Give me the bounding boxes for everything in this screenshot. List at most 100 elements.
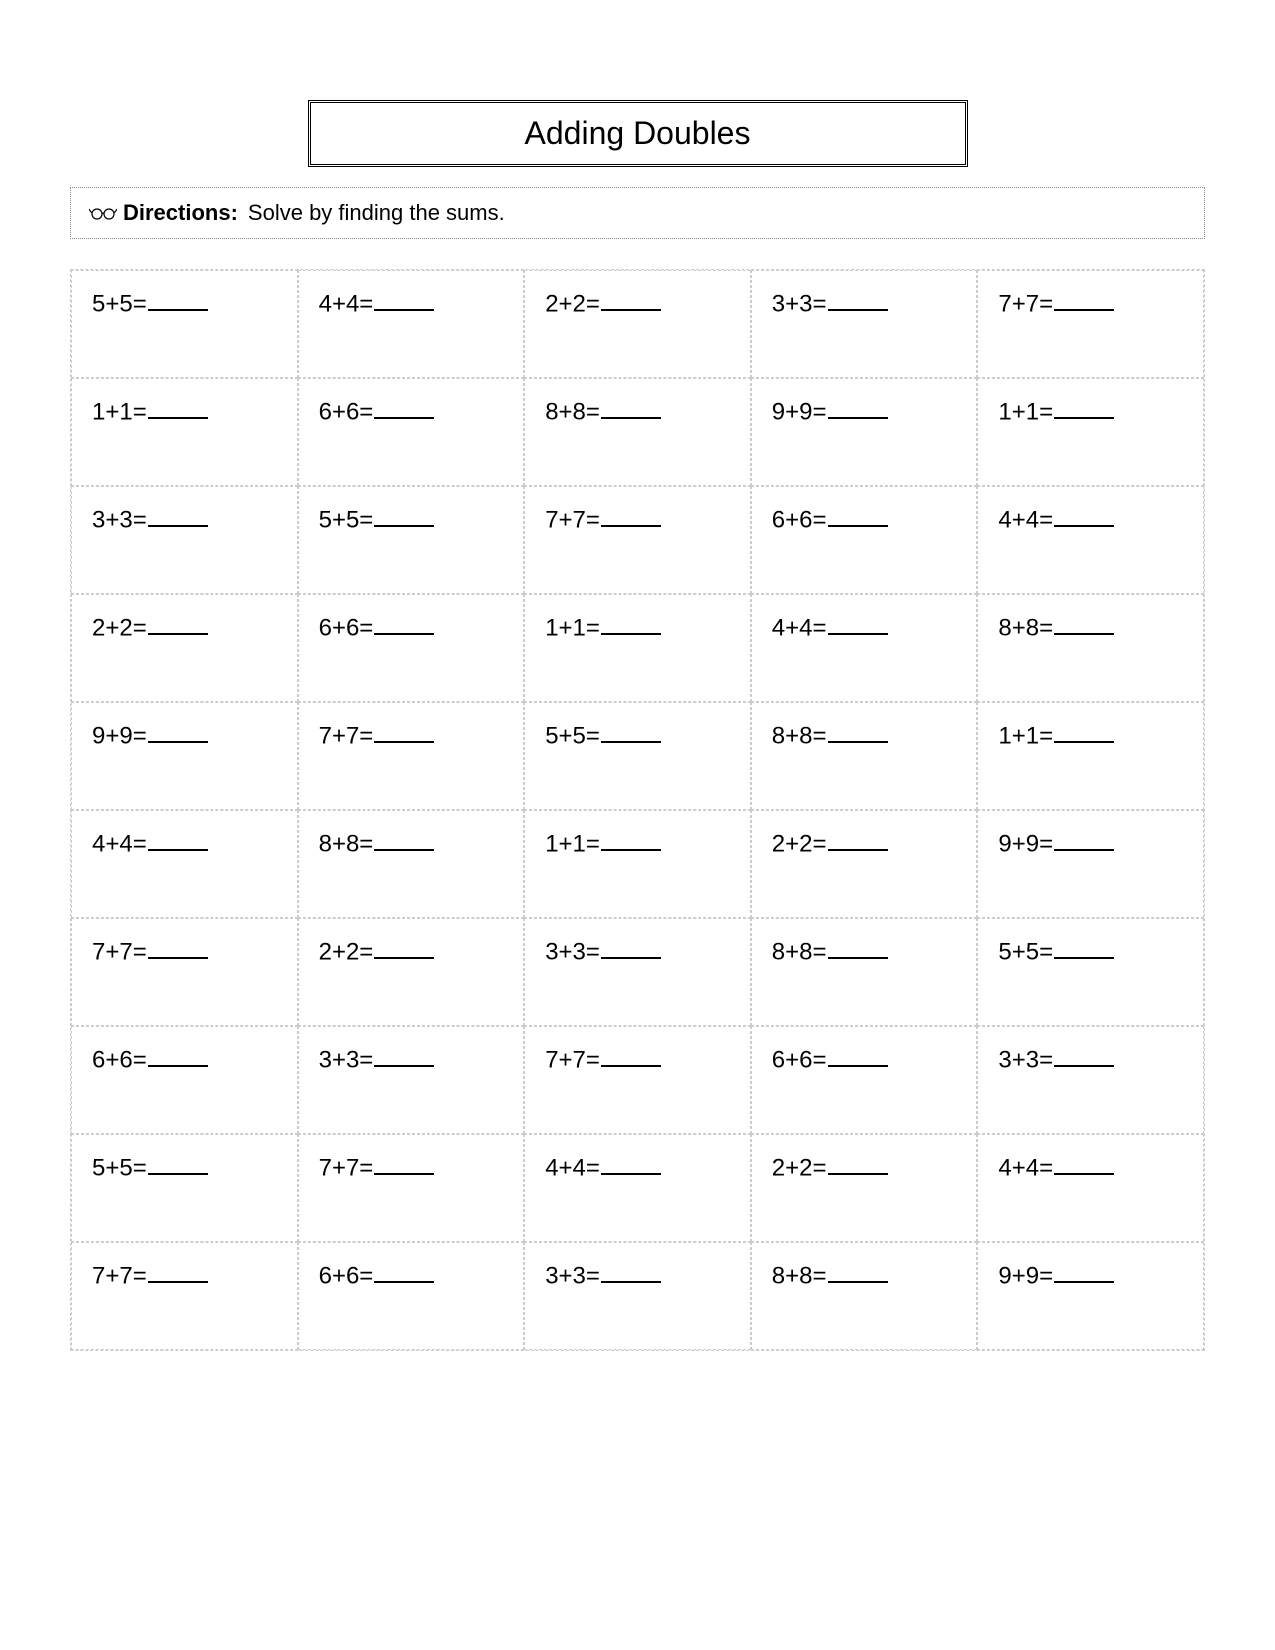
answer-blank[interactable] bbox=[601, 1257, 661, 1283]
answer-blank[interactable] bbox=[374, 933, 434, 959]
answer-blank[interactable] bbox=[828, 609, 888, 635]
problem-cell: 3+3= bbox=[524, 918, 751, 1026]
answer-blank[interactable] bbox=[1054, 825, 1114, 851]
problem-cell: 1+1= bbox=[71, 378, 298, 486]
answer-blank[interactable] bbox=[148, 1149, 208, 1175]
answer-blank[interactable] bbox=[601, 1041, 661, 1067]
answer-blank[interactable] bbox=[1054, 717, 1114, 743]
answer-blank[interactable] bbox=[1054, 1149, 1114, 1175]
answer-blank[interactable] bbox=[1054, 609, 1114, 635]
answer-blank[interactable] bbox=[374, 1257, 434, 1283]
answer-blank[interactable] bbox=[828, 1041, 888, 1067]
problem-cell: 4+4= bbox=[977, 486, 1204, 594]
problem-text: 6+6= bbox=[319, 1257, 435, 1290]
problem-cell: 9+9= bbox=[977, 1242, 1204, 1350]
problem-text: 2+2= bbox=[545, 285, 661, 318]
problem-cell: 7+7= bbox=[298, 702, 525, 810]
problem-cell: 8+8= bbox=[298, 810, 525, 918]
answer-blank[interactable] bbox=[601, 285, 661, 311]
problem-text: 6+6= bbox=[92, 1041, 208, 1074]
problem-cell: 7+7= bbox=[71, 918, 298, 1026]
answer-blank[interactable] bbox=[601, 933, 661, 959]
problem-cell: 7+7= bbox=[524, 1026, 751, 1134]
answer-blank[interactable] bbox=[828, 285, 888, 311]
answer-blank[interactable] bbox=[374, 609, 434, 635]
answer-blank[interactable] bbox=[601, 717, 661, 743]
problem-cell: 4+4= bbox=[977, 1134, 1204, 1242]
problem-text: 6+6= bbox=[319, 393, 435, 426]
problem-cell: 1+1= bbox=[524, 810, 751, 918]
answer-blank[interactable] bbox=[828, 501, 888, 527]
problem-text: 4+4= bbox=[998, 1149, 1114, 1182]
answer-blank[interactable] bbox=[828, 393, 888, 419]
problem-cell: 5+5= bbox=[977, 918, 1204, 1026]
answer-blank[interactable] bbox=[148, 1257, 208, 1283]
answer-blank[interactable] bbox=[601, 501, 661, 527]
answer-blank[interactable] bbox=[1054, 1257, 1114, 1283]
problem-cell: 6+6= bbox=[298, 378, 525, 486]
problem-text: 2+2= bbox=[772, 825, 888, 858]
answer-blank[interactable] bbox=[1054, 285, 1114, 311]
problem-text: 4+4= bbox=[545, 1149, 661, 1182]
answer-blank[interactable] bbox=[601, 1149, 661, 1175]
problem-cell: 6+6= bbox=[298, 594, 525, 702]
problem-cell: 6+6= bbox=[298, 1242, 525, 1350]
problem-cell: 8+8= bbox=[524, 378, 751, 486]
problem-text: 1+1= bbox=[545, 609, 661, 642]
problem-cell: 3+3= bbox=[751, 270, 978, 378]
answer-blank[interactable] bbox=[148, 285, 208, 311]
problem-cell: 6+6= bbox=[751, 1026, 978, 1134]
title-box: Adding Doubles bbox=[308, 100, 968, 167]
problem-text: 7+7= bbox=[545, 501, 661, 534]
problem-text: 8+8= bbox=[772, 1257, 888, 1290]
answer-blank[interactable] bbox=[148, 1041, 208, 1067]
answer-blank[interactable] bbox=[148, 609, 208, 635]
answer-blank[interactable] bbox=[828, 1149, 888, 1175]
problem-cell: 9+9= bbox=[71, 702, 298, 810]
answer-blank[interactable] bbox=[374, 1041, 434, 1067]
problem-text: 5+5= bbox=[545, 717, 661, 750]
answer-blank[interactable] bbox=[148, 501, 208, 527]
answer-blank[interactable] bbox=[1054, 1041, 1114, 1067]
problem-text: 3+3= bbox=[998, 1041, 1114, 1074]
problem-cell: 7+7= bbox=[977, 270, 1204, 378]
answer-blank[interactable] bbox=[374, 1149, 434, 1175]
answer-blank[interactable] bbox=[1054, 393, 1114, 419]
problem-text: 6+6= bbox=[772, 1041, 888, 1074]
problem-text: 6+6= bbox=[319, 609, 435, 642]
answer-blank[interactable] bbox=[828, 825, 888, 851]
problem-cell: 1+1= bbox=[977, 702, 1204, 810]
answer-blank[interactable] bbox=[1054, 933, 1114, 959]
problem-text: 8+8= bbox=[998, 609, 1114, 642]
directions-text: Solve by finding the sums. bbox=[248, 200, 505, 226]
answer-blank[interactable] bbox=[148, 717, 208, 743]
problem-cell: 4+4= bbox=[524, 1134, 751, 1242]
problem-text: 9+9= bbox=[998, 1257, 1114, 1290]
answer-blank[interactable] bbox=[601, 825, 661, 851]
problem-text: 7+7= bbox=[998, 285, 1114, 318]
answer-blank[interactable] bbox=[374, 717, 434, 743]
answer-blank[interactable] bbox=[828, 717, 888, 743]
answer-blank[interactable] bbox=[374, 285, 434, 311]
directions-box: Directions: Solve by finding the sums. bbox=[70, 187, 1205, 239]
answer-blank[interactable] bbox=[148, 825, 208, 851]
answer-blank[interactable] bbox=[374, 393, 434, 419]
problem-cell: 4+4= bbox=[751, 594, 978, 702]
answer-blank[interactable] bbox=[601, 609, 661, 635]
problem-text: 8+8= bbox=[319, 825, 435, 858]
problem-cell: 8+8= bbox=[977, 594, 1204, 702]
answer-blank[interactable] bbox=[374, 825, 434, 851]
problem-cell: 2+2= bbox=[751, 1134, 978, 1242]
problem-text: 7+7= bbox=[92, 1257, 208, 1290]
problem-cell: 5+5= bbox=[298, 486, 525, 594]
answer-blank[interactable] bbox=[374, 501, 434, 527]
answer-blank[interactable] bbox=[148, 933, 208, 959]
answer-blank[interactable] bbox=[828, 1257, 888, 1283]
answer-blank[interactable] bbox=[601, 393, 661, 419]
answer-blank[interactable] bbox=[828, 933, 888, 959]
answer-blank[interactable] bbox=[1054, 501, 1114, 527]
problem-text: 4+4= bbox=[998, 501, 1114, 534]
problem-text: 4+4= bbox=[92, 825, 208, 858]
answer-blank[interactable] bbox=[148, 393, 208, 419]
problem-cell: 6+6= bbox=[71, 1026, 298, 1134]
